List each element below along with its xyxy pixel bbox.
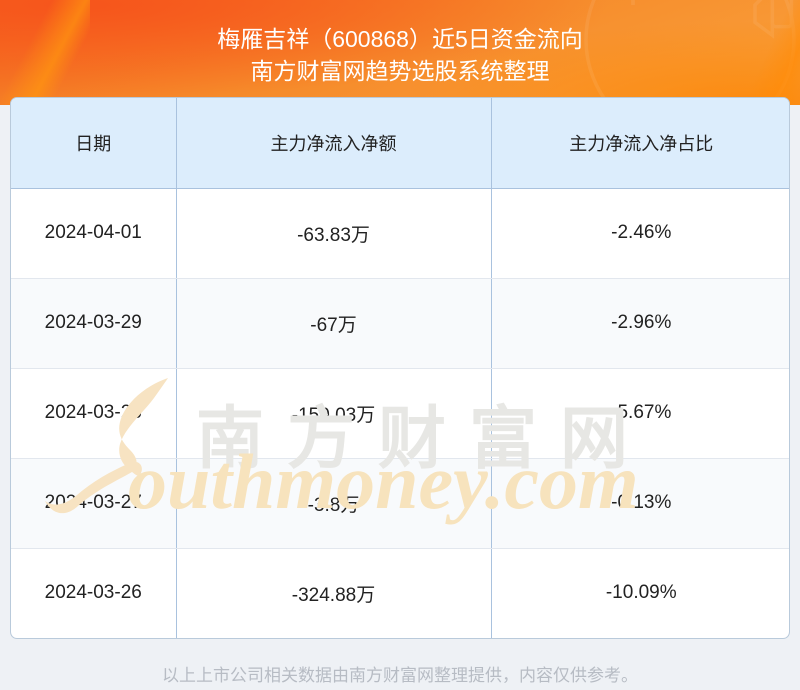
svg-text:F: F	[629, 0, 645, 11]
